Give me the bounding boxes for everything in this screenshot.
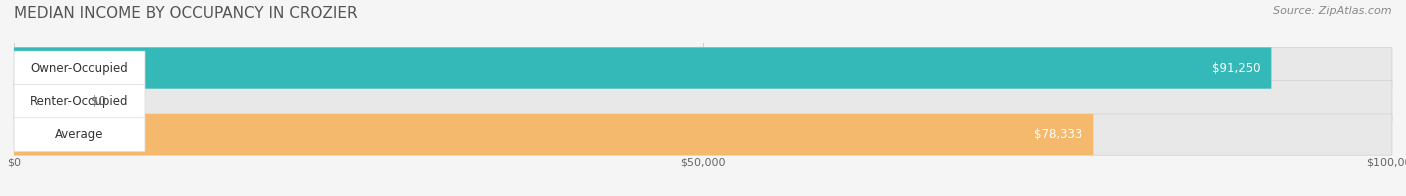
Text: $91,250: $91,250 xyxy=(1212,62,1260,74)
Text: Renter-Occupied: Renter-Occupied xyxy=(31,95,129,108)
FancyBboxPatch shape xyxy=(14,81,1392,122)
Text: $78,333: $78,333 xyxy=(1035,128,1083,141)
Text: Owner-Occupied: Owner-Occupied xyxy=(31,62,128,74)
Text: $0: $0 xyxy=(91,95,105,108)
FancyBboxPatch shape xyxy=(14,118,145,152)
FancyBboxPatch shape xyxy=(14,84,145,118)
FancyBboxPatch shape xyxy=(14,114,1094,155)
FancyBboxPatch shape xyxy=(14,81,83,122)
Text: Average: Average xyxy=(55,128,104,141)
FancyBboxPatch shape xyxy=(14,47,1271,89)
FancyBboxPatch shape xyxy=(14,114,1392,155)
Text: MEDIAN INCOME BY OCCUPANCY IN CROZIER: MEDIAN INCOME BY OCCUPANCY IN CROZIER xyxy=(14,6,357,21)
FancyBboxPatch shape xyxy=(14,47,1392,89)
FancyBboxPatch shape xyxy=(14,51,145,85)
Text: Source: ZipAtlas.com: Source: ZipAtlas.com xyxy=(1274,6,1392,16)
